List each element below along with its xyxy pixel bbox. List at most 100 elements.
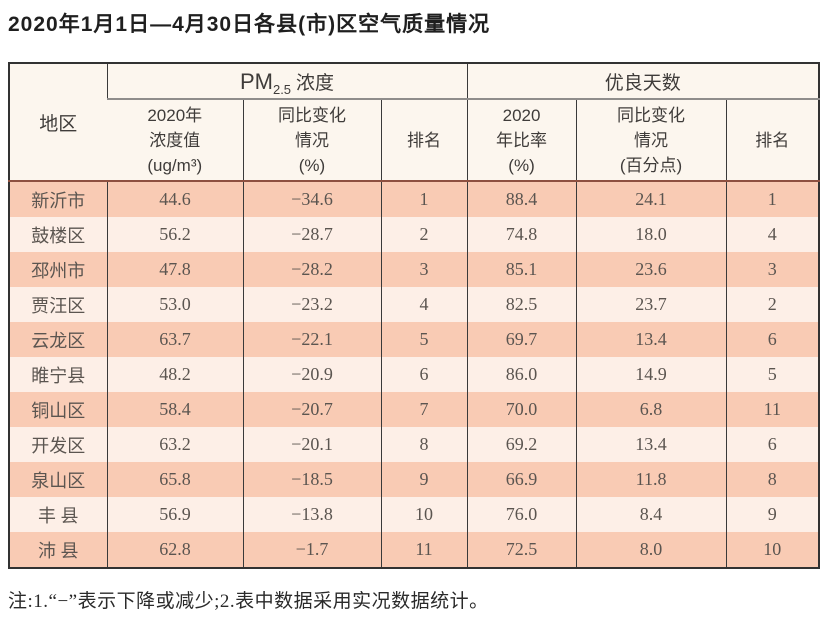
cell-days-rate: 74.8 — [466, 217, 577, 252]
cell-region: 泉山区 — [9, 462, 107, 497]
cell-days-rate: 76.0 — [466, 497, 577, 532]
cell-pm-value: 56.2 — [106, 217, 243, 252]
cell-days-rate: 72.5 — [466, 532, 577, 568]
cell-days-rank: 5 — [725, 357, 820, 392]
cell-days-change: 13.4 — [575, 322, 727, 357]
cell-pm-rank: 10 — [380, 497, 468, 532]
cell-pm-value: 65.8 — [106, 462, 243, 497]
cell-pm-change: −34.6 — [242, 181, 381, 217]
table-row: 贾汪区 53.0 −23.2 4 82.5 23.7 2 — [9, 287, 820, 322]
cell-pm-change: −18.5 — [242, 462, 381, 497]
cell-pm-value: 47.8 — [106, 252, 243, 287]
group-header-pm25: PM2.5 浓度 — [106, 63, 468, 100]
cell-days-rank: 10 — [725, 532, 820, 568]
table-row: 睢宁县 48.2 −20.9 6 86.0 14.9 5 — [9, 357, 820, 392]
footnote: 注:1.“−”表示下降或减少;2.表中数据采用实况数据统计。 — [8, 591, 489, 612]
cell-pm-value: 63.7 — [106, 322, 243, 357]
table-row: 沛 县 62.8 −1.7 11 72.5 8.0 10 — [9, 532, 820, 568]
group-header-good-days: 优良天数 — [466, 63, 820, 100]
pm25-label-subscript: 2.5 — [272, 81, 292, 97]
cell-pm-rank: 6 — [380, 357, 468, 392]
cell-days-rate: 70.0 — [466, 392, 577, 427]
cell-pm-value: 56.9 — [106, 497, 243, 532]
table-row: 邳州市 47.8 −28.2 3 85.1 23.6 3 — [9, 252, 820, 287]
cell-pm-change: −28.7 — [242, 217, 381, 252]
cell-pm-rank: 11 — [380, 532, 468, 568]
group-header-row: 地区 PM2.5 浓度 优良天数 — [9, 63, 820, 182]
cell-pm-change: −13.8 — [242, 497, 381, 532]
cell-pm-value: 58.4 — [106, 392, 243, 427]
sub-header-row: 2020年 浓度值 (ug/m³) 同比变化 情况 (%) 排名 2020 年比… — [9, 99, 820, 182]
cell-days-rate: 85.1 — [466, 252, 577, 287]
air-quality-table: 地区 PM2.5 浓度 优良天数 2020年 浓度值 (ug/m³) 同比变化 情… — [8, 62, 821, 569]
col-header-pm-value: 2020年 浓度值 (ug/m³) — [107, 99, 243, 182]
cell-region: 开发区 — [9, 427, 107, 462]
table-row: 开发区 63.2 −20.1 8 69.2 13.4 6 — [9, 427, 820, 462]
cell-days-rank: 3 — [725, 252, 820, 287]
cell-pm-rank: 8 — [380, 427, 468, 462]
cell-pm-value: 63.2 — [106, 427, 243, 462]
table-body: 新沂市 44.6 −34.6 1 88.4 24.1 1 鼓楼区 56.2 −28.7 2 74.8 1… — [9, 181, 820, 568]
table-row: 泉山区 65.8 −18.5 9 66.9 11.8 8 — [9, 462, 820, 497]
col-header-days-change: 同比变化 情况 (百分点) — [575, 99, 727, 182]
cell-pm-rank: 2 — [380, 217, 468, 252]
table-row: 铜山区 58.4 −20.7 7 70.0 6.8 11 — [9, 392, 820, 427]
cell-region: 云龙区 — [9, 322, 107, 357]
cell-pm-rank: 3 — [380, 252, 468, 287]
table-row: 鼓楼区 56.2 −28.7 2 74.8 18.0 4 — [9, 217, 820, 252]
table-header: 地区 PM2.5 浓度 优良天数 2020年 浓度值 (ug/m³) 同比变化 情… — [9, 63, 820, 182]
pm25-label-suffix: 浓度 — [296, 72, 335, 94]
cell-region: 新沂市 — [9, 181, 107, 217]
cell-days-rank: 2 — [725, 287, 820, 322]
cell-pm-value: 44.6 — [106, 181, 243, 217]
cell-days-change: 6.8 — [575, 392, 727, 427]
cell-days-rank: 6 — [725, 322, 820, 357]
cell-days-rate: 69.2 — [466, 427, 577, 462]
cell-pm-value: 53.0 — [106, 287, 243, 322]
cell-pm-value: 62.8 — [106, 532, 243, 568]
cell-days-change: 13.4 — [575, 427, 727, 462]
cell-days-rate: 69.7 — [466, 322, 577, 357]
cell-days-rank: 11 — [725, 392, 820, 427]
cell-pm-value: 48.2 — [106, 357, 243, 392]
table-row: 丰 县 56.9 −13.8 10 76.0 8.4 9 — [9, 497, 820, 532]
cell-pm-rank: 1 — [380, 181, 468, 217]
table-row: 云龙区 63.7 −22.1 5 69.7 13.4 6 — [9, 322, 820, 357]
cell-pm-rank: 4 — [380, 287, 468, 322]
pm25-label-prefix: PM — [239, 68, 273, 94]
table-row: 新沂市 44.6 −34.6 1 88.4 24.1 1 — [9, 181, 820, 217]
cell-days-rank: 1 — [725, 181, 820, 217]
col-header-region: 地区 — [9, 63, 107, 182]
cell-days-rank: 6 — [725, 427, 820, 462]
col-header-pm-change: 同比变化 情况 (%) — [242, 99, 381, 182]
cell-days-change: 23.7 — [575, 287, 727, 322]
cell-pm-change: −20.9 — [242, 357, 381, 392]
cell-pm-change: −23.2 — [242, 287, 381, 322]
cell-days-change: 11.8 — [575, 462, 727, 497]
cell-days-rate: 88.4 — [466, 181, 577, 217]
cell-days-change: 8.4 — [575, 497, 727, 532]
cell-pm-change: −28.2 — [242, 252, 381, 287]
cell-region: 铜山区 — [9, 392, 107, 427]
col-header-days-rank: 排名 — [725, 99, 820, 182]
cell-pm-rank: 7 — [380, 392, 468, 427]
cell-region: 贾汪区 — [9, 287, 107, 322]
page-title: 2020年1月1日—4月30日各县(市)区空气质量情况 — [8, 13, 491, 36]
cell-days-rate: 66.9 — [466, 462, 577, 497]
cell-days-change: 24.1 — [575, 181, 727, 217]
cell-region: 沛 县 — [9, 532, 107, 568]
cell-days-change: 18.0 — [575, 217, 727, 252]
cell-region: 丰 县 — [9, 497, 107, 532]
cell-region: 邳州市 — [9, 252, 107, 287]
cell-region: 鼓楼区 — [9, 217, 107, 252]
cell-days-rank: 9 — [725, 497, 820, 532]
cell-pm-change: −1.7 — [242, 532, 381, 568]
cell-pm-change: −20.1 — [242, 427, 381, 462]
cell-pm-change: −20.7 — [242, 392, 381, 427]
cell-days-change: 14.9 — [575, 357, 727, 392]
cell-days-change: 23.6 — [575, 252, 727, 287]
cell-days-rate: 82.5 — [466, 287, 577, 322]
cell-days-rank: 4 — [725, 217, 820, 252]
col-header-days-rate: 2020 年比率 (%) — [466, 99, 577, 182]
